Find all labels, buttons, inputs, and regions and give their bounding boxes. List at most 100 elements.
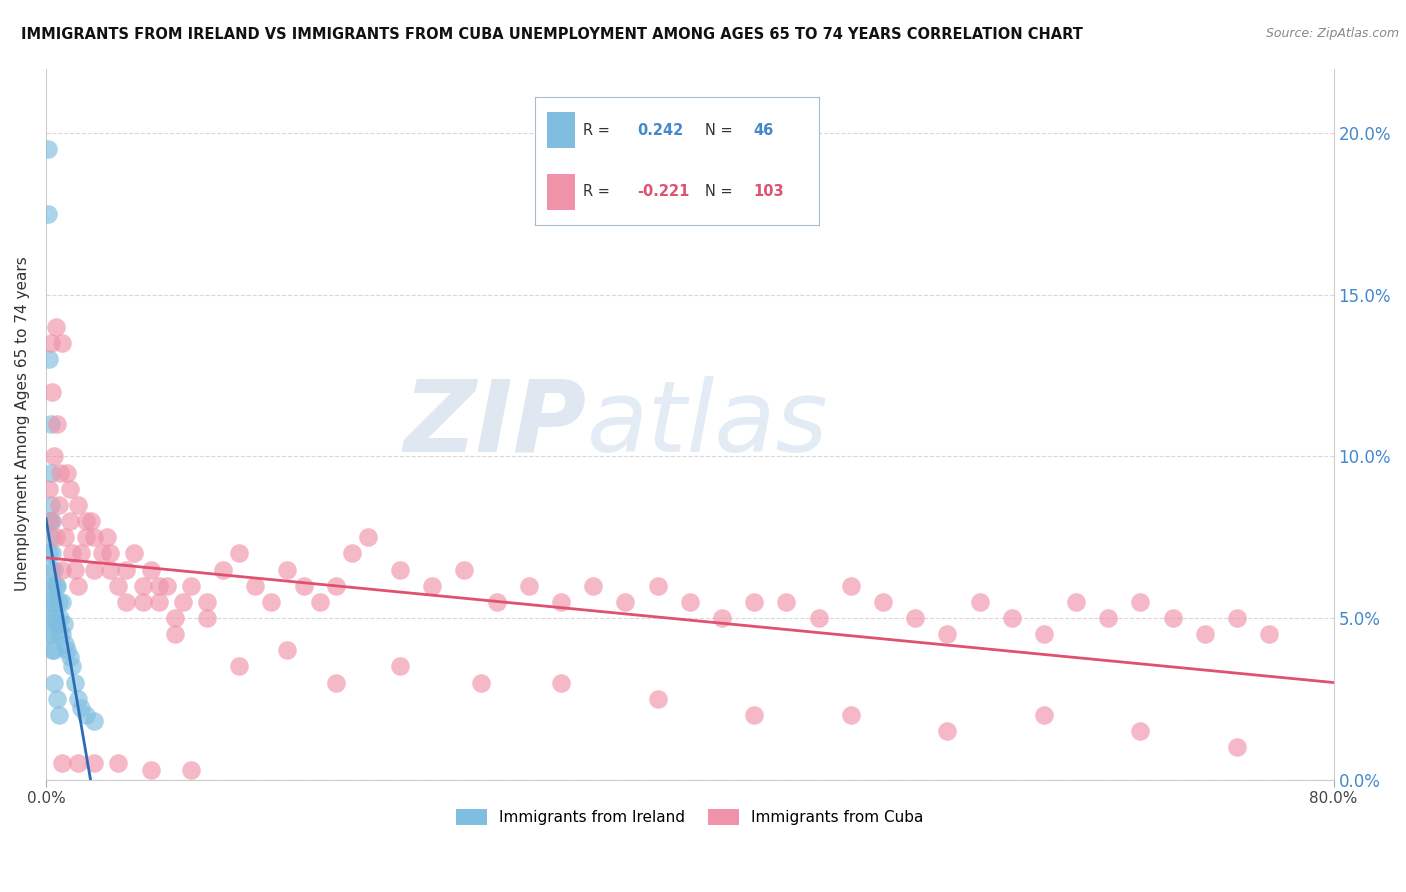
Point — [420, 579, 443, 593]
Text: Source: ZipAtlas.com: Source: ZipAtlas.com — [1265, 27, 1399, 40]
Point — [41, 611, 63, 625]
Point — [63, 675, 86, 690]
Point — [48, 708, 70, 723]
Point — [107, 579, 129, 593]
Point — [107, 756, 129, 771]
Point — [37, 627, 59, 641]
Point — [711, 611, 734, 625]
Point — [45, 611, 67, 625]
Point — [37, 595, 59, 609]
Point — [46, 617, 69, 632]
Y-axis label: Unemployment Among Ages 65 to 74 years: Unemployment Among Ages 65 to 74 years — [15, 257, 30, 591]
Point — [195, 611, 218, 625]
Point — [42, 595, 65, 609]
Point — [228, 546, 250, 560]
Point — [56, 466, 79, 480]
Point — [42, 675, 65, 690]
Point — [39, 595, 62, 609]
Text: atlas: atlas — [586, 376, 828, 473]
Point — [679, 595, 702, 609]
Point — [42, 562, 65, 576]
Point — [124, 546, 146, 560]
Point — [1194, 627, 1216, 641]
Point — [517, 579, 540, 593]
Point — [70, 701, 93, 715]
Point — [41, 579, 63, 593]
Point — [39, 627, 62, 641]
Point — [582, 579, 605, 593]
Point — [67, 579, 90, 593]
Point — [131, 579, 153, 593]
Point — [308, 595, 330, 609]
Point — [936, 627, 959, 641]
Point — [46, 691, 69, 706]
Point — [742, 708, 765, 723]
Point — [614, 595, 637, 609]
Point — [38, 514, 60, 528]
Point — [212, 562, 235, 576]
Point — [1129, 595, 1152, 609]
Point — [245, 579, 267, 593]
Point — [163, 627, 186, 641]
Point — [807, 611, 830, 625]
Point — [67, 498, 90, 512]
Text: ZIP: ZIP — [404, 376, 586, 473]
Point — [292, 579, 315, 593]
Point — [98, 546, 121, 560]
Point — [39, 466, 62, 480]
Point — [46, 417, 69, 431]
Point — [49, 466, 72, 480]
Point — [1258, 627, 1281, 641]
Point — [839, 708, 862, 723]
Point — [325, 579, 347, 593]
Point — [59, 649, 82, 664]
Point — [37, 207, 59, 221]
Point — [550, 675, 572, 690]
Point — [41, 514, 63, 528]
Point — [180, 579, 202, 593]
Legend: Immigrants from Ireland, Immigrants from Cuba: Immigrants from Ireland, Immigrants from… — [457, 809, 924, 825]
Point — [139, 763, 162, 777]
Point — [70, 546, 93, 560]
Point — [39, 514, 62, 528]
Point — [148, 579, 170, 593]
Point — [63, 562, 86, 576]
Point — [83, 530, 105, 544]
Point — [1001, 611, 1024, 625]
Point — [1161, 611, 1184, 625]
Point — [75, 530, 97, 544]
Point — [75, 708, 97, 723]
Point — [98, 562, 121, 576]
Point — [872, 595, 894, 609]
Point — [45, 579, 67, 593]
Point — [550, 595, 572, 609]
Point — [1226, 740, 1249, 755]
Point — [1226, 611, 1249, 625]
Point — [56, 643, 79, 657]
Point — [42, 450, 65, 464]
Point — [53, 530, 76, 544]
Point — [83, 562, 105, 576]
Point — [49, 611, 72, 625]
Point — [1032, 708, 1054, 723]
Point — [163, 611, 186, 625]
Point — [67, 756, 90, 771]
Point — [38, 352, 60, 367]
Point — [936, 724, 959, 739]
Point — [357, 530, 380, 544]
Point — [39, 562, 62, 576]
Point — [83, 714, 105, 729]
Point — [39, 530, 62, 544]
Point — [51, 627, 73, 641]
Point — [59, 514, 82, 528]
Point — [51, 595, 73, 609]
Point — [115, 562, 138, 576]
Point — [1129, 724, 1152, 739]
Point — [39, 498, 62, 512]
Point — [51, 562, 73, 576]
Point — [37, 142, 59, 156]
Point — [41, 643, 63, 657]
Point — [485, 595, 508, 609]
Point — [60, 659, 83, 673]
Point — [647, 691, 669, 706]
